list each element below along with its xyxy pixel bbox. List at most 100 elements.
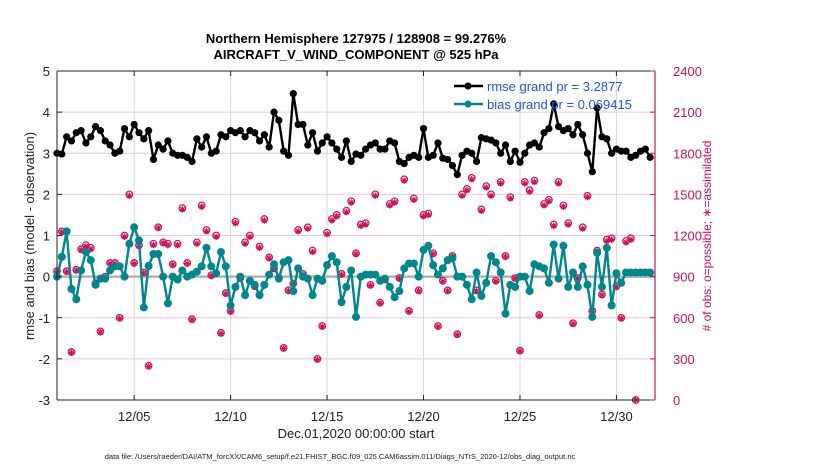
rmse-point	[497, 149, 505, 157]
rmse-point	[632, 151, 640, 159]
rmse-point	[468, 149, 476, 157]
rmse-point	[82, 139, 90, 147]
x-tick-label: 12/25	[504, 409, 537, 424]
bias-point	[347, 266, 356, 275]
obs-assimilated-marker	[280, 345, 287, 352]
rmse-point	[472, 157, 481, 166]
rmse-point	[251, 129, 259, 137]
obs-assimilated-marker	[261, 217, 268, 224]
rmse-point	[280, 147, 288, 155]
bias-point	[178, 266, 187, 275]
rmse-point	[313, 147, 322, 155]
obs-assimilated-marker	[347, 199, 355, 206]
rmse-point	[198, 143, 206, 151]
obs-assimilated-marker	[454, 331, 461, 339]
left-tick-label: 0	[43, 270, 50, 285]
rmse-point	[550, 100, 558, 108]
rmse-point	[593, 104, 601, 112]
rmse-point	[202, 133, 211, 141]
rmse-point	[145, 127, 153, 135]
rmse-point	[448, 161, 457, 170]
obs-assimilated-marker	[434, 323, 442, 330]
bias-point	[424, 241, 433, 250]
rmse-point	[564, 124, 572, 133]
bias-point	[371, 270, 380, 279]
right-tick-label: 0	[673, 393, 680, 408]
rmse-point	[164, 137, 172, 145]
bias-point	[467, 295, 476, 304]
left-axis-ticks: -3 -2 -1 0 1 2 3 4 5	[38, 64, 62, 408]
obs-assimilated-marker	[497, 180, 504, 187]
bias-point	[318, 276, 327, 285]
rmse-point	[101, 137, 109, 145]
rmse-point	[289, 90, 297, 98]
bias-point	[482, 278, 491, 287]
bias-point	[559, 241, 568, 250]
obs-assimilated-marker	[579, 225, 586, 232]
rmse-point	[607, 149, 616, 157]
obs-assimilated-marker	[564, 221, 572, 228]
x-axis-label: Dec.01,2020 00:00:00 start	[278, 426, 435, 441]
obs-assimilated-marker	[405, 308, 413, 315]
obs-assimilated-marker	[516, 348, 524, 355]
rmse-point	[579, 131, 587, 139]
rmse-point	[415, 153, 423, 161]
right-tick-label: 1500	[673, 187, 702, 202]
rmse-point	[337, 153, 346, 161]
obs-assimilated-marker	[473, 287, 480, 295]
rmse-point	[222, 133, 230, 141]
rmse-point	[96, 127, 105, 135]
rmse-point	[347, 157, 355, 166]
bias-point	[477, 291, 486, 300]
obs-assimilated-marker	[333, 213, 340, 220]
rmse-point	[304, 141, 312, 149]
bias-point	[101, 274, 110, 283]
obs-assimilated-marker	[560, 203, 567, 210]
obs-assimilated-marker	[309, 248, 316, 256]
obs-assimilated-marker	[444, 287, 451, 295]
rmse-point	[255, 137, 264, 145]
grid	[57, 71, 655, 400]
bias-point	[154, 250, 163, 259]
bias-point	[284, 256, 293, 265]
bias-point	[520, 272, 529, 281]
rmse-point	[458, 151, 466, 159]
rmse-point	[535, 143, 543, 151]
rmse-point	[588, 168, 596, 176]
bias-point	[501, 309, 510, 318]
bias-point	[327, 252, 336, 261]
obs-assimilated-marker	[618, 315, 625, 322]
obs-assimilated-marker	[203, 228, 210, 235]
right-tick-label: 300	[673, 352, 695, 367]
obs-assimilated-marker	[550, 222, 557, 230]
left-tick-label: 4	[43, 105, 50, 120]
obs-assimilated-marker	[362, 221, 369, 228]
bias-point	[241, 291, 250, 300]
obs-assimilated-marker	[343, 208, 350, 216]
obs-assimilated-marker	[540, 202, 548, 209]
bias-point	[221, 262, 230, 271]
bias-point	[569, 268, 578, 277]
obs-assimilated-marker	[338, 271, 345, 278]
obs-assimilated-marker	[401, 177, 408, 184]
rmse-point	[120, 124, 129, 133]
bias-point	[255, 291, 264, 300]
bias-point	[496, 268, 505, 277]
bias-point	[511, 282, 520, 291]
bias-point	[250, 280, 259, 289]
rmse-point	[342, 137, 350, 145]
bias-point	[390, 293, 399, 302]
rmse-point	[362, 145, 370, 153]
rmse-point	[646, 153, 654, 161]
bias-point	[429, 261, 438, 270]
rmse-point	[149, 155, 158, 164]
obs-assimilated-marker	[323, 230, 331, 238]
bias-point	[62, 227, 71, 236]
rmse-point	[236, 127, 244, 135]
rmse-point	[511, 147, 519, 155]
obs-assimilated-marker	[492, 278, 500, 285]
bias-point	[163, 299, 172, 308]
left-tick-label: -1	[38, 311, 50, 326]
obs-assimilated-marker	[502, 253, 509, 260]
rmse-point	[381, 145, 389, 153]
